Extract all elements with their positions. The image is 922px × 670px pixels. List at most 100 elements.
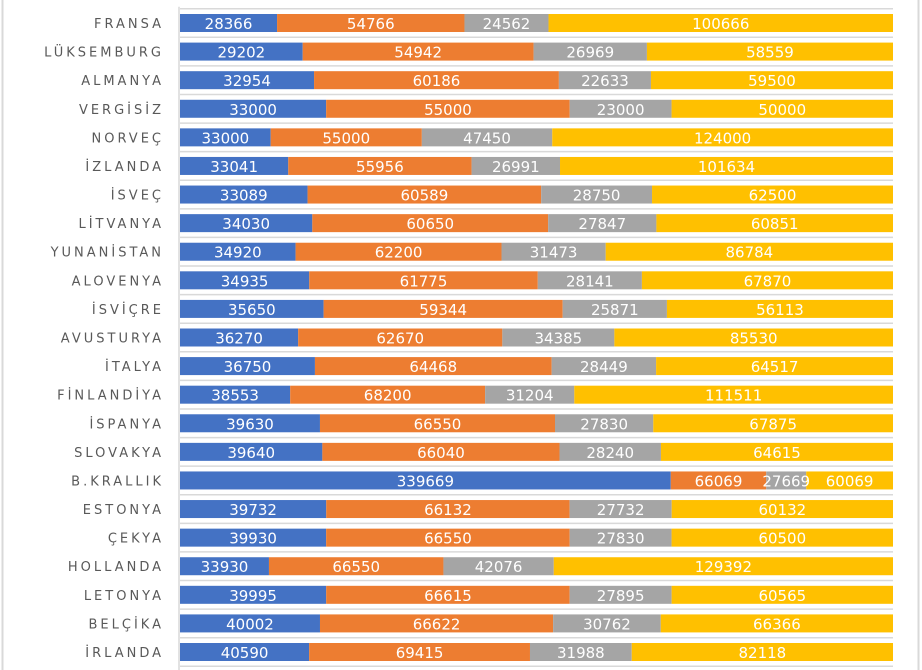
bar-segment <box>766 471 807 490</box>
data-label: 339669 <box>397 472 454 490</box>
bar-segment <box>180 328 299 347</box>
bar-segment <box>180 442 323 461</box>
bar-segment <box>641 271 893 290</box>
data-label: 25871 <box>591 301 639 319</box>
bar-segment <box>180 185 308 204</box>
data-label: 34935 <box>221 272 269 290</box>
data-label: 27847 <box>578 215 626 233</box>
bar-segment <box>180 643 310 661</box>
bar-segment <box>559 442 661 461</box>
bar-segment <box>180 99 327 118</box>
gridlines <box>180 7 893 668</box>
bar-segment <box>569 500 672 519</box>
data-label: 29202 <box>217 44 265 62</box>
bar-segment <box>443 557 554 576</box>
bar-segment <box>180 242 296 261</box>
category-label: LİTVANYA <box>78 216 164 232</box>
category-label: SLOVAKYA <box>74 446 164 461</box>
bar-segment <box>605 242 893 261</box>
bar-segment <box>569 528 672 547</box>
bar-segment <box>326 585 570 604</box>
category-label: İSVEÇ <box>111 188 164 204</box>
data-label: 66550 <box>332 558 380 576</box>
data-label: 39630 <box>226 415 274 433</box>
data-label: 28366 <box>205 15 253 33</box>
bar-segment <box>464 14 549 32</box>
data-label: 60186 <box>413 72 461 90</box>
data-label: 100666 <box>692 15 749 33</box>
data-label: 60500 <box>758 530 806 548</box>
bar-segment <box>806 471 893 490</box>
data-label: 59500 <box>748 72 796 90</box>
bar-segment <box>295 242 502 261</box>
bar-segment <box>270 128 422 147</box>
data-label: 66366 <box>753 615 801 633</box>
bar-segment <box>551 357 657 376</box>
data-label: 36270 <box>215 330 263 348</box>
bar-segment <box>569 99 672 118</box>
bar-segment <box>309 271 538 290</box>
data-label: 60132 <box>758 501 806 519</box>
category-label: İRLANDA <box>85 645 164 661</box>
category-label: FRANSA <box>94 17 164 32</box>
bar-segment <box>656 357 893 376</box>
bar-segment <box>671 585 893 604</box>
bar-segment <box>660 442 893 461</box>
bar-segment <box>670 471 767 490</box>
data-label: 66550 <box>424 530 472 548</box>
category-label: BELÇİKA <box>89 616 164 632</box>
bar-segment <box>552 128 893 147</box>
data-label: 23000 <box>597 101 645 119</box>
bar-segment <box>650 71 893 90</box>
data-label: 24562 <box>483 15 531 33</box>
data-label: 34920 <box>214 244 262 262</box>
bar-segment <box>671 99 893 118</box>
data-label: 64468 <box>409 358 457 376</box>
data-label: 60589 <box>401 187 449 205</box>
data-label: 86784 <box>725 244 773 262</box>
category-label: LETONYA <box>84 589 164 604</box>
data-label: 66615 <box>424 587 472 605</box>
bar-segment <box>322 442 560 461</box>
category-label: VERGİSİZ <box>79 102 164 118</box>
bar-segment <box>671 500 893 519</box>
bar-segment <box>180 557 269 576</box>
bar-segment <box>314 357 552 376</box>
category-label: ÇEKYA <box>108 532 164 547</box>
value-labels: 28366 54766 24562 100666 29202 54942 26969 5855… <box>201 15 874 662</box>
bar-segment <box>631 643 893 661</box>
bar-segment <box>502 328 615 347</box>
bar-segment <box>180 299 324 318</box>
data-label: 55000 <box>322 129 370 147</box>
bar-segment <box>326 500 570 519</box>
bar-segment <box>180 271 310 290</box>
data-label: 56113 <box>756 301 804 319</box>
category-label: İZLANDA <box>85 159 164 175</box>
data-label: 64615 <box>753 444 801 462</box>
bar-segment <box>309 643 530 661</box>
data-label: 67875 <box>749 415 797 433</box>
bar-segment <box>548 14 893 32</box>
bar-segment <box>319 614 554 633</box>
bar-segment <box>554 414 654 433</box>
bar-segment <box>180 614 320 633</box>
bar-segment <box>653 414 893 433</box>
data-label: 85530 <box>730 330 778 348</box>
data-label: 27732 <box>597 501 645 519</box>
data-label: 54766 <box>347 15 395 33</box>
data-label: 60851 <box>751 215 799 233</box>
bar-segment <box>569 585 672 604</box>
data-label: 27895 <box>597 587 645 605</box>
data-label: 61775 <box>400 272 448 290</box>
bar-segment <box>326 99 570 118</box>
data-label: 59344 <box>419 301 467 319</box>
bar-segment <box>180 42 303 61</box>
data-label: 40002 <box>226 615 274 633</box>
bar-segment <box>541 185 653 204</box>
data-label: 111511 <box>705 387 762 405</box>
data-label: 33930 <box>201 558 249 576</box>
data-label: 101634 <box>698 158 755 176</box>
data-label: 22633 <box>581 72 629 90</box>
data-label: 66550 <box>414 415 462 433</box>
data-label: 33041 <box>210 158 258 176</box>
